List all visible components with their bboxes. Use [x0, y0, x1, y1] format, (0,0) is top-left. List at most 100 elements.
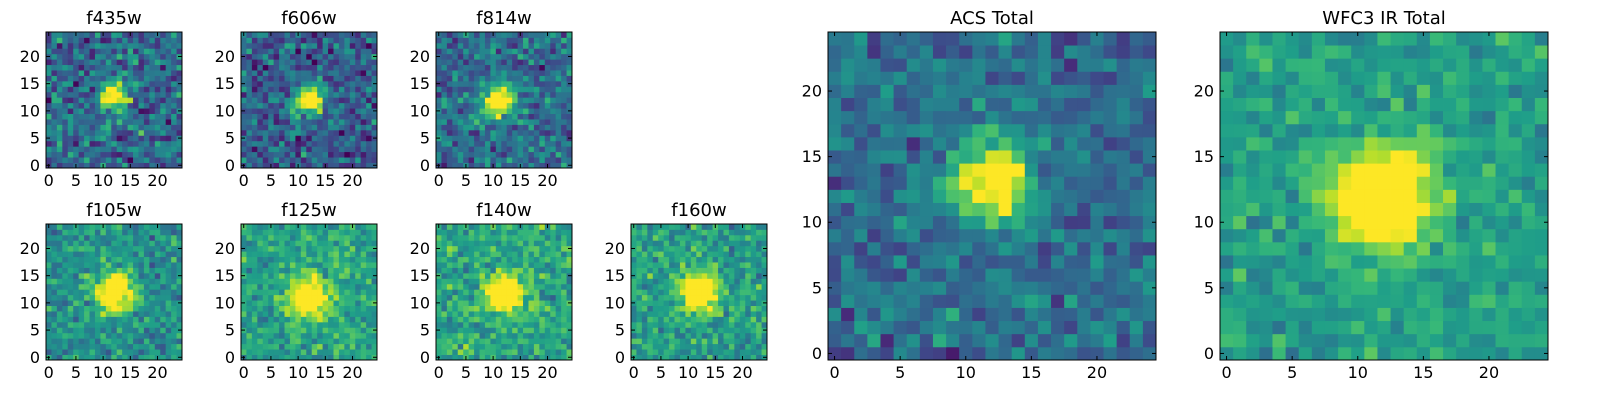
pixel — [360, 354, 367, 361]
y-tick-label: 10 — [215, 293, 235, 312]
pixel — [165, 102, 172, 109]
pixel — [138, 338, 145, 345]
pixel — [523, 316, 529, 323]
pixel — [51, 162, 58, 169]
pixel — [636, 240, 643, 247]
pixel — [463, 349, 470, 355]
pixel — [84, 338, 90, 345]
pixel — [761, 262, 768, 268]
pixel — [67, 354, 74, 361]
pixel — [338, 251, 345, 258]
pixel — [555, 124, 562, 131]
pixel — [289, 64, 296, 71]
pixel — [279, 53, 285, 60]
pixel — [647, 245, 654, 252]
pixel — [436, 349, 442, 355]
pixel — [149, 278, 156, 285]
pixel — [474, 70, 480, 76]
pixel — [322, 151, 329, 158]
pixel — [446, 157, 453, 163]
pixel — [457, 251, 464, 258]
pixel — [300, 354, 307, 361]
pixel — [474, 245, 480, 252]
pixel — [300, 102, 307, 109]
x-tick-label: 15 — [510, 171, 530, 190]
pixel — [1011, 320, 1026, 335]
pixel — [268, 48, 275, 55]
pixel — [854, 215, 868, 230]
pixel — [523, 343, 529, 350]
pixel — [317, 327, 323, 334]
pixel — [67, 343, 74, 350]
pixel — [289, 240, 296, 247]
pixel — [512, 146, 518, 153]
pixel — [452, 305, 459, 312]
pixel — [436, 146, 442, 153]
pixel — [328, 332, 334, 339]
pixel — [89, 245, 96, 252]
pixel — [906, 333, 921, 348]
pixel — [257, 245, 264, 252]
pixel — [51, 97, 58, 104]
pixel — [723, 224, 730, 230]
pixel — [122, 64, 128, 71]
pixel — [46, 42, 52, 49]
pixel — [78, 53, 85, 60]
pixel — [149, 37, 156, 44]
pixel — [273, 294, 280, 301]
pixel — [490, 300, 497, 306]
pixel — [165, 53, 172, 60]
pixel — [685, 240, 692, 247]
pixel — [160, 289, 167, 296]
pixel — [127, 91, 134, 98]
pixel — [523, 234, 529, 241]
pixel — [251, 80, 258, 87]
pixel — [306, 32, 313, 38]
pixel — [160, 97, 167, 104]
pixel — [528, 245, 535, 252]
pixel — [116, 305, 123, 312]
pixel — [84, 332, 90, 339]
pixel — [523, 224, 529, 230]
pixel — [1077, 294, 1091, 308]
pixel — [1116, 228, 1131, 243]
pixel — [300, 316, 307, 323]
pixel — [728, 338, 735, 345]
pixel — [539, 283, 546, 290]
pixel — [73, 283, 80, 290]
y-tick-label: 10 — [605, 293, 625, 312]
pixel — [56, 48, 63, 55]
pixel — [171, 272, 177, 279]
pixel — [1090, 255, 1104, 269]
pixel — [506, 240, 513, 247]
pixel — [268, 70, 275, 76]
pixel — [78, 151, 85, 158]
pixel — [728, 343, 735, 350]
pixel — [867, 163, 881, 177]
pixel — [333, 321, 340, 328]
pixel — [550, 97, 557, 104]
pixel — [295, 140, 302, 147]
pixel — [745, 278, 752, 285]
pixel — [149, 151, 156, 158]
pixel — [555, 267, 562, 274]
pixel — [468, 75, 475, 82]
pixel — [490, 102, 497, 109]
pixel — [111, 151, 118, 158]
pixel — [262, 338, 269, 345]
pixel — [474, 327, 480, 334]
pixel — [149, 91, 156, 98]
pixel — [154, 48, 161, 55]
pixel — [647, 321, 654, 328]
pixel — [712, 305, 719, 312]
pixel — [138, 234, 145, 241]
pixel — [371, 311, 378, 317]
pixel — [333, 224, 340, 230]
pixel — [94, 354, 101, 361]
pixel — [555, 321, 562, 328]
pixel — [306, 86, 313, 93]
pixel — [932, 320, 947, 335]
pixel — [561, 343, 567, 350]
pixel — [100, 278, 107, 285]
pixel — [366, 316, 372, 323]
